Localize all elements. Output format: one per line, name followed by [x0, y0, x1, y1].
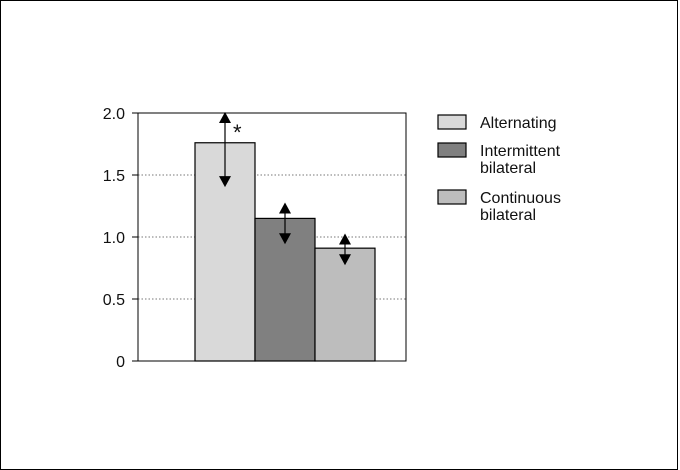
- legend-swatch-2: [437, 189, 467, 205]
- error-arrow-up-0: [219, 112, 231, 123]
- error-arrow-down-2: [339, 254, 351, 266]
- legend-swatch-1: [437, 142, 467, 158]
- y-tick-label-0: 0: [116, 354, 125, 371]
- y-tick-label-3: 1.5: [103, 168, 125, 185]
- legend-label-0-0: Alternating: [480, 115, 557, 132]
- legend-label-1-0: Intermittent: [480, 143, 561, 160]
- significance-marker: *: [233, 120, 242, 145]
- legend-label-1-1: bilateral: [480, 160, 536, 177]
- y-tick-label-4: 2.0: [103, 106, 125, 123]
- y-tick-label-1: 0.5: [103, 292, 125, 309]
- y-tick-label-2: 1.0: [103, 230, 125, 247]
- legend-label-2-1: bilateral: [480, 207, 536, 224]
- error-arrow-down-1: [279, 233, 291, 245]
- bar-2: [314, 247, 376, 362]
- legend-swatch-0: [437, 114, 467, 130]
- error-arrow-up-1: [279, 202, 291, 214]
- legend-label-2-0: Continuous: [480, 190, 561, 207]
- error-arrow-up-2: [339, 233, 351, 245]
- error-arrow-down-0: [219, 176, 231, 188]
